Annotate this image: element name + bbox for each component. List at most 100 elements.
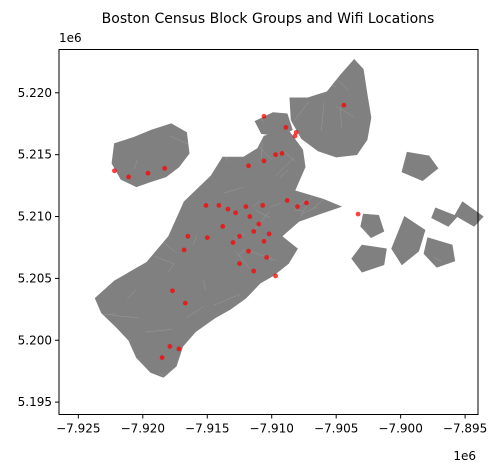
block-group-boundary — [366, 151, 389, 158]
wifi-point — [251, 229, 257, 234]
block-group-boundary — [377, 302, 387, 312]
wifi-point — [243, 204, 249, 210]
block-group-island-4 — [391, 216, 426, 266]
block-group-boundary — [253, 200, 260, 207]
block-group-boundary — [210, 368, 226, 378]
wifi-point — [225, 206, 231, 212]
block-group-boundary — [403, 320, 406, 341]
block-group-boundary — [67, 163, 88, 167]
block-group-boundary — [414, 396, 430, 399]
block-group-boundary — [442, 160, 457, 185]
wifi-point — [341, 102, 347, 108]
x-tick-label: −7.905 — [314, 422, 358, 436]
block-group-boundary — [282, 323, 301, 346]
block-group-boundary — [340, 107, 342, 128]
y-tick-label: 5.195 — [18, 395, 52, 409]
x-offset-label: 1e6 — [453, 449, 476, 463]
block-group-boundary — [224, 186, 244, 194]
block-group-boundary — [308, 184, 324, 188]
block-group-boundary — [275, 157, 295, 176]
block-group-boundary — [324, 366, 336, 374]
block-group-boundary — [265, 68, 267, 83]
x-axis: −7.925 −7.920 −7.915 −7.910 −7.905 −7.900 −7.8… — [56, 414, 487, 436]
block-group-boundary — [463, 340, 484, 360]
block-group-boundary — [207, 140, 222, 145]
x-tick-label: −7.915 — [185, 422, 229, 436]
block-group-boundary — [201, 87, 222, 101]
block-group-boundary — [334, 105, 355, 118]
block-group-boundary — [247, 364, 265, 370]
block-group-boundary — [359, 282, 366, 296]
block-group-boundary — [255, 210, 271, 218]
block-group-boundary — [409, 200, 423, 211]
plot-area — [56, 58, 484, 406]
block-group-boundary — [234, 250, 250, 269]
block-group-mainland — [94, 128, 343, 378]
block-group-boundary — [433, 256, 443, 263]
block-group-boundary — [65, 178, 81, 179]
wifi-point — [233, 210, 239, 216]
block-group-boundary — [464, 375, 476, 378]
block-group-boundary — [228, 130, 246, 133]
wifi-point — [283, 125, 289, 130]
block-group-boundary — [56, 106, 70, 125]
block-group-boundary — [99, 126, 123, 138]
block-group-boundary — [86, 179, 94, 189]
wifi-point — [295, 204, 300, 210]
block-group-boundary — [171, 399, 174, 406]
block-group-island-3 — [351, 244, 387, 273]
wifi-point — [273, 152, 278, 158]
block-group-boundary — [112, 315, 139, 319]
x-tick-label: −7.920 — [121, 422, 165, 436]
wifi-point — [246, 163, 251, 169]
block-group-boundary — [242, 355, 247, 374]
block-group-boundary — [86, 108, 89, 118]
wifi-point — [159, 355, 165, 360]
block-group-boundary — [158, 372, 173, 378]
block-group-boundary — [213, 294, 241, 306]
block-group-allston-brighton — [111, 123, 190, 188]
block-group-boundary — [104, 67, 133, 71]
block-group-boundary — [395, 199, 404, 207]
block-group-boundary — [151, 396, 160, 406]
block-group-boundary — [436, 363, 448, 378]
block-group-boundary — [95, 370, 101, 374]
block-group-east-boston — [289, 58, 372, 158]
block-group-boundary — [238, 76, 244, 107]
block-group-boundary — [400, 273, 420, 278]
wifi-point — [293, 130, 299, 135]
wifi-point — [292, 133, 298, 139]
block-group-boundary — [394, 323, 415, 330]
block-group-boundary — [65, 139, 71, 148]
wifi-point — [261, 238, 267, 244]
axes-frame — [58, 49, 479, 415]
block-group-boundary — [111, 338, 131, 360]
block-group-boundary — [321, 102, 325, 131]
block-group-boundary — [460, 237, 465, 246]
block-group-boundary — [109, 211, 134, 229]
block-group-boundary — [95, 101, 100, 112]
block-group-boundary — [193, 235, 197, 246]
block-group-boundary — [145, 329, 173, 333]
block-group-boundary — [95, 357, 110, 374]
wifi-point — [230, 240, 236, 245]
block-group-boundary — [218, 82, 233, 96]
wifi-point — [237, 233, 242, 239]
block-group-boundary — [314, 189, 324, 195]
block-group-boundary — [167, 263, 175, 272]
wifi-point — [112, 168, 117, 174]
wifi-point — [261, 158, 267, 164]
wifi-point — [264, 255, 269, 260]
wifi-point — [247, 214, 253, 219]
block-group-boundary — [461, 271, 470, 286]
block-group-boundary — [142, 241, 158, 244]
block-group-boundary — [105, 169, 110, 180]
block-group-boundary — [300, 206, 317, 215]
wifi-point — [256, 221, 262, 227]
block-group-boundary — [254, 326, 271, 341]
block-group-boundary — [243, 305, 268, 313]
block-group-boundary — [69, 200, 79, 221]
block-group-boundary — [233, 318, 249, 323]
block-group-boundary — [283, 151, 296, 162]
